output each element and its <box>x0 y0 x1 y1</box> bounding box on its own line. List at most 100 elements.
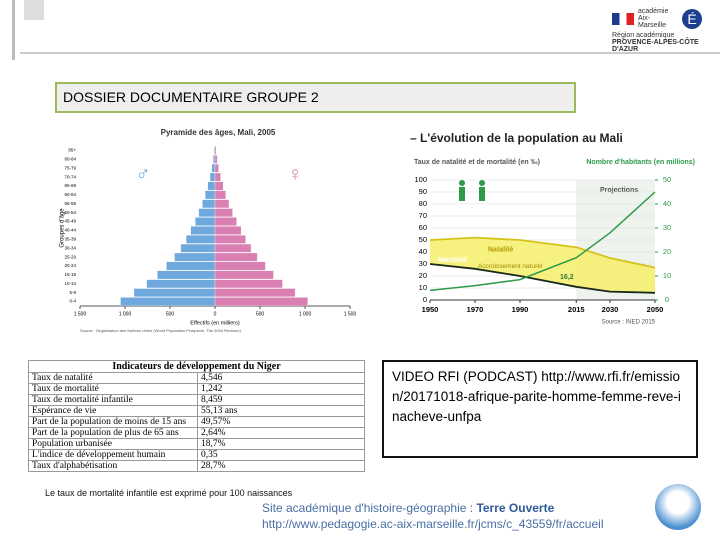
y2-tick-label: 40 <box>663 199 671 208</box>
series-label: Mortalité <box>438 257 467 264</box>
deco-bar <box>12 0 15 60</box>
logo: académie Aix-Marseille É Région académiq… <box>612 8 712 53</box>
pyramid-bar <box>186 235 216 244</box>
series-line <box>429 191 656 292</box>
pyramid-bar <box>214 252 258 262</box>
table-row: Taux de natalité 4,546 <box>28 372 365 384</box>
projections-label: Projections <box>600 187 638 194</box>
pyramid-bar <box>120 297 216 306</box>
pyramid-bar <box>214 181 224 191</box>
series-line <box>429 236 656 269</box>
table-cell: Espérance de vie <box>28 405 198 417</box>
y2-tick-label: 10 <box>663 271 671 280</box>
pyramid-age-label: 80-84 <box>64 157 76 162</box>
deco-square <box>24 0 44 20</box>
pyramid-tick-label: 500 <box>256 311 265 317</box>
pyramid-bar <box>214 146 217 155</box>
table-cell: Taux de mortalité <box>28 383 198 395</box>
table-row: Taux de mortalité 1,242 <box>28 383 365 395</box>
pyramid-bar <box>214 208 233 217</box>
table-wrap: Indicateurs de développement du Niger Ta… <box>28 360 365 472</box>
pyramid-tick-label: 1 000 <box>119 311 132 317</box>
table-row: L'indice de développement humain 0,35 <box>28 449 365 461</box>
pyramid-legend: ♂ <box>136 163 151 185</box>
pyramid-bar <box>198 208 216 217</box>
pyramid-bar <box>214 235 246 244</box>
y-tick-label: 10 <box>419 283 427 292</box>
pyramid-bar <box>214 243 252 253</box>
logo-name: académie Aix-Marseille <box>638 8 669 29</box>
pyramid-age-label: 25-29 <box>64 254 76 259</box>
y-tick-label: 50 <box>419 235 427 244</box>
footer-logo <box>655 484 701 530</box>
mali-y-label: Taux de natalité et de mortalité (en ‰) <box>414 159 540 166</box>
y-tick-label: 60 <box>419 223 427 232</box>
pyramid-bar <box>214 288 296 297</box>
table-cell: 28,7% <box>197 460 365 472</box>
y-tick-label: 100 <box>414 175 427 184</box>
figure-body <box>479 187 485 201</box>
footer-text: Site académique d'histoire-géographie : <box>262 501 477 515</box>
y-tick-label: 0 <box>423 295 427 304</box>
pyramid-age-label: 70-74 <box>64 174 76 179</box>
pyramid-bar <box>214 297 308 306</box>
table-cell: 2,64% <box>197 427 365 439</box>
title-box: DOSSIER DOCUMENTAIRE GROUPE 2 <box>55 82 576 113</box>
table: Taux de natalité 4,546 Taux de mortalité 1,… <box>28 372 365 472</box>
pyramid-bar <box>190 226 216 235</box>
y-tick-label: 20 <box>419 271 427 280</box>
pyramid-y-label: Groupes d'âge <box>60 208 66 248</box>
pyramid-bar <box>211 163 216 173</box>
pyramid-bar <box>146 279 216 289</box>
series-label: Natalité <box>488 246 513 253</box>
pyramid-age-label: 85+ <box>68 148 76 153</box>
y-tick-label: 70 <box>419 211 427 220</box>
x-tick-label: 2050 <box>647 305 664 314</box>
logo-region-name: PROVENCE-ALPES-CÔTE D'AZUR <box>612 39 699 53</box>
table-cell: Taux d'alphabétisation <box>28 460 198 472</box>
figure-head <box>479 180 485 186</box>
y-tick-label: 90 <box>419 187 427 196</box>
pyramid-age-label: 45-49 <box>64 219 76 224</box>
y2-tick-label: 20 <box>663 247 671 256</box>
pyramid-source: Source : Organisation des Nations Unies … <box>80 328 241 333</box>
table-row: Part de la population de moins de 15 ans… <box>28 416 365 428</box>
pyramid-bar <box>174 252 216 262</box>
y-tick-label: 30 <box>419 259 427 268</box>
pyramid-bar <box>214 163 219 173</box>
pyramid-bar <box>204 190 216 200</box>
y-tick-label: 80 <box>419 199 427 208</box>
table-cell: 0,35 <box>197 449 365 461</box>
x-tick-label: 1990 <box>512 305 529 314</box>
flag <box>612 12 634 25</box>
table-row: Taux d'alphabétisation 28,7% <box>28 460 365 472</box>
series-line <box>429 263 656 294</box>
pyramid-age-label: 15-19 <box>64 272 76 277</box>
y2-tick-label: 50 <box>663 175 671 184</box>
pyramid-bar <box>214 270 274 280</box>
growth-area <box>430 237 655 293</box>
pyramid-tick-label: 500 <box>166 311 175 317</box>
pyramid-age-label: 35-39 <box>64 237 76 242</box>
x-tick-label: 2030 <box>602 305 619 314</box>
pyramid-bar <box>157 270 216 280</box>
pyramid-bar <box>214 217 237 226</box>
pyramid-age-label: 5-9 <box>69 290 76 295</box>
figure-head <box>459 180 465 186</box>
mali-y2-label: Nombre d'habitants (en millions) <box>586 159 695 166</box>
table-cell: 18,7% <box>197 438 365 450</box>
table-cell: 4,546 <box>197 372 365 384</box>
pyramid-tick-label: 1 000 <box>299 311 312 317</box>
table-cell: 1,242 <box>197 383 365 395</box>
table-cell: 8,459 <box>197 394 365 406</box>
pyramid-bar <box>202 199 216 209</box>
pyramid-age-label: 40-44 <box>64 228 76 233</box>
footnote: Le taux de mortalité infantile est expri… <box>45 488 293 498</box>
pyramid-bar <box>214 226 242 235</box>
table-row: Part de la population de plus de 65 ans 2… <box>28 427 365 439</box>
pyramid-bar <box>214 190 226 200</box>
pyramid-bar <box>214 172 221 182</box>
table-cell: 55,13 ans <box>197 405 365 417</box>
